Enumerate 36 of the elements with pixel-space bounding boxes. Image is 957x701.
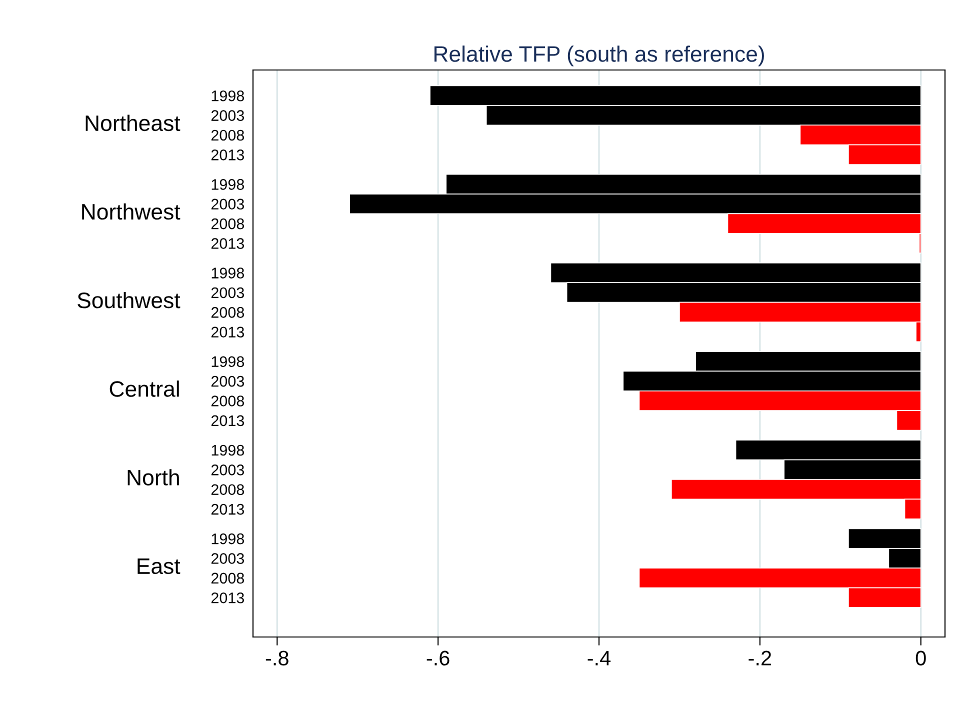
chart-title: Relative TFP (south as reference) (434, 46, 764, 66)
text: Northwest (82, 203, 180, 220)
y-tick-label: 2003 (211, 198, 244, 210)
x-tick-label: -.2 (748, 650, 772, 666)
y-tick-label: 2008 (211, 572, 244, 584)
text: Northeast (86, 114, 180, 132)
y-tick-label: 2013 (211, 238, 244, 249)
y-tick-label: 2013 (211, 326, 244, 338)
y-tick-label: 2013 (211, 592, 244, 604)
y-tick-label: 1998 (212, 268, 244, 278)
text: North (128, 469, 179, 486)
y-tick-label: 2013 (211, 415, 244, 426)
y-tick-label: 2008 (211, 218, 244, 230)
x-tick-label: -.8 (266, 650, 288, 666)
y-tick-label: 2013 (211, 150, 244, 160)
y-tick-label: 1998 (212, 356, 244, 368)
y-tick-label: 1998 (212, 90, 244, 102)
x-tick-label: 0 (916, 650, 926, 666)
y-tick-label: 2003 (211, 464, 244, 476)
x-tick-label: -.4 (588, 650, 611, 666)
text: Central (110, 380, 179, 397)
y-tick-label: 1998 (212, 533, 244, 544)
text: Southwest (78, 292, 180, 308)
x-tick-label: -.6 (426, 650, 450, 666)
y-tick-label: 2008 (211, 130, 244, 141)
y-tick-label: 2008 (211, 396, 244, 406)
y-tick-label: 2003 (211, 553, 244, 564)
y-tick-label: 1998 (212, 444, 244, 456)
y-tick-label: 2013 (211, 504, 244, 515)
y-tick-label: 2008 (211, 484, 244, 496)
y-tick-label: 2003 (211, 110, 244, 121)
y-tick-label: 2008 (211, 307, 244, 318)
y-tick-label: 1998 (212, 179, 244, 190)
y-tick-label: 2003 (211, 287, 244, 298)
text: East (138, 558, 180, 574)
y-tick-label: 2003 (211, 376, 244, 387)
